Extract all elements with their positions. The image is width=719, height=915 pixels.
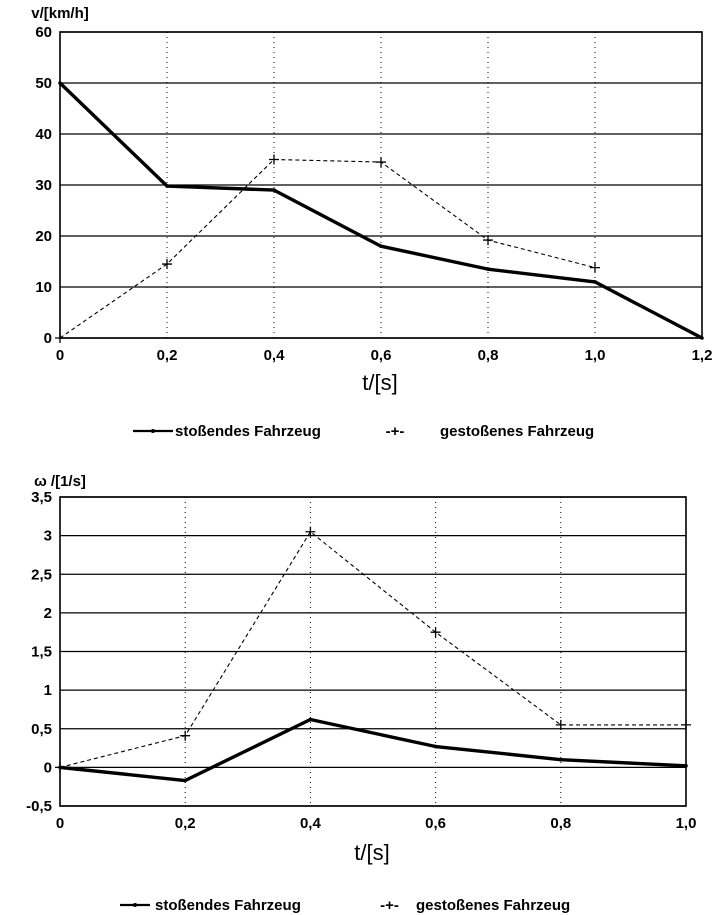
- x-tick-label: 0,2: [175, 815, 196, 832]
- x-tick-label: 0,8: [478, 347, 499, 364]
- y-tick-label: 0: [44, 759, 52, 776]
- y-tick-label: 10: [35, 279, 52, 296]
- y-tick-label: 30: [35, 177, 52, 194]
- series-line-gestossenes: [59, 530, 686, 768]
- series-point-gestossenes: [430, 627, 441, 638]
- x-tick-label: 0: [56, 347, 64, 364]
- plot-frame: [59, 31, 703, 339]
- series-point-gestossenes: [180, 730, 191, 741]
- y-tick-label: 60: [35, 24, 52, 41]
- x-tick-label: 0,6: [425, 815, 446, 832]
- series-point-gestossenes: [162, 259, 172, 270]
- series-point-stossendes: [559, 757, 563, 762]
- series-point-gestossenes: [483, 235, 493, 246]
- legend-label-stossendes: stoßendes Fahrzeug: [155, 897, 301, 914]
- y-tick-label: 2: [44, 605, 52, 622]
- y-tick-label: 0,5: [31, 721, 52, 738]
- series-point-gestossenes: [55, 333, 65, 343]
- legend-marker-solid: [151, 429, 155, 433]
- plot-frame: [59, 496, 687, 807]
- y-axis-label: ω /[1/s]: [34, 473, 86, 490]
- series-point-gestossenes: [376, 157, 386, 168]
- series-line-gestossenes: [59, 158, 596, 339]
- x-tick-label: 0,2: [157, 347, 178, 364]
- y-tick-label: 3,5: [31, 489, 52, 506]
- chart-1: [55, 31, 704, 433]
- legend-marker-dashed: -+-: [380, 897, 399, 914]
- x-tick-label: 1,2: [692, 347, 713, 364]
- x-tick-label: 0,4: [264, 347, 286, 364]
- series-point-gestossenes: [555, 719, 566, 730]
- y-tick-label: 1: [44, 682, 52, 699]
- series-point-stossendes: [433, 744, 438, 749]
- y-tick-label: 40: [35, 126, 52, 143]
- series-point-stossendes: [379, 244, 383, 248]
- series-point-stossendes: [165, 184, 169, 188]
- series-point-stossendes: [308, 717, 313, 722]
- series-point-stossendes: [58, 81, 62, 85]
- chart-2: [55, 496, 691, 907]
- series-point-gestossenes: [269, 154, 279, 165]
- series-point-gestossenes: [305, 526, 316, 537]
- x-tick-label: 0,4: [300, 815, 322, 832]
- series-point-stossendes: [183, 778, 187, 783]
- series-point-stossendes: [272, 188, 276, 192]
- series-point-gestossenes: [590, 262, 600, 273]
- legend-label-stossendes: stoßendes Fahrzeug: [175, 423, 321, 440]
- series-point-gestossenes: [681, 719, 691, 730]
- series-line-stossendes: [58, 81, 703, 340]
- series-point-stossendes: [684, 764, 688, 768]
- y-tick-label: 0: [44, 330, 52, 347]
- x-tick-label: 0: [56, 815, 64, 832]
- legend-label-gestossenes: gestoßenes Fahrzeug: [416, 897, 570, 914]
- y-tick-label: 1,5: [31, 644, 52, 661]
- x-tick-label: 0,6: [371, 347, 392, 364]
- y-tick-label: 3: [44, 528, 52, 545]
- y-tick-label: 50: [35, 75, 52, 92]
- series-line-stossendes: [59, 717, 687, 783]
- series-point-stossendes: [486, 267, 490, 271]
- y-tick-label: 2,5: [31, 566, 52, 583]
- y-axis-label: v/[km/h]: [31, 5, 89, 22]
- x-tick-label: 1,0: [676, 815, 697, 832]
- y-tick-label: -0,5: [26, 798, 52, 815]
- y-tick-label: 20: [35, 228, 52, 245]
- series-point-stossendes: [700, 336, 704, 340]
- x-axis-label: t/[s]: [354, 840, 389, 865]
- series-point-stossendes: [593, 280, 597, 284]
- x-tick-label: 1,0: [585, 347, 606, 364]
- x-axis-label: t/[s]: [362, 370, 397, 395]
- legend-marker-dashed: -+-: [386, 423, 405, 440]
- legend-marker-solid: [133, 903, 137, 907]
- legend-label-gestossenes: gestoßenes Fahrzeug: [440, 423, 594, 440]
- series-point-gestossenes: [55, 762, 65, 773]
- x-tick-label: 0,8: [550, 815, 571, 832]
